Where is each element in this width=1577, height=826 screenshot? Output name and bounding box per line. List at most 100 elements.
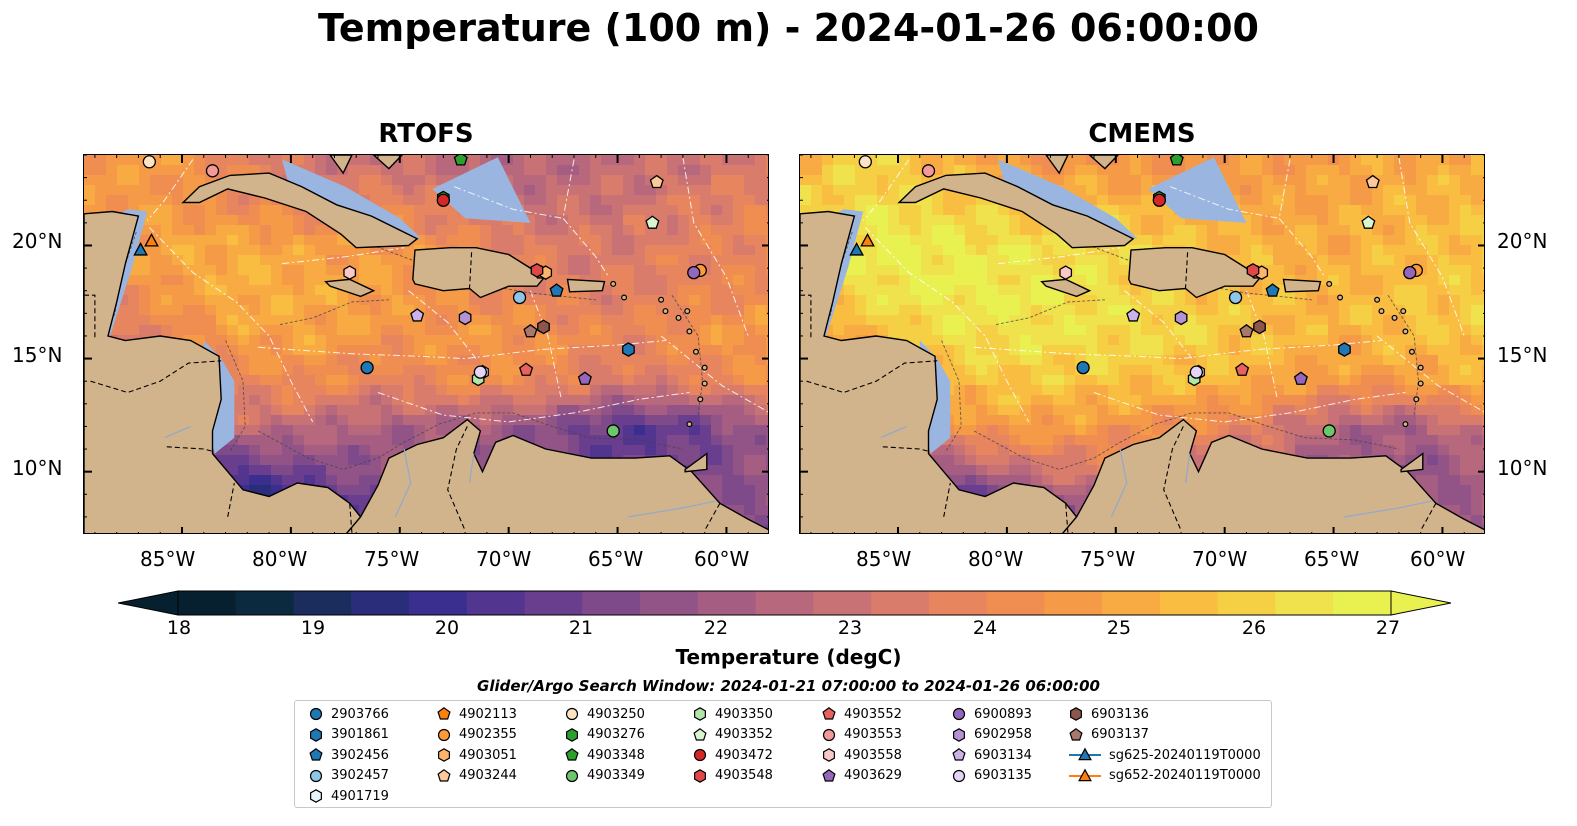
float-marker [622, 342, 635, 357]
float-marker [1322, 424, 1336, 438]
island [1326, 280, 1333, 287]
colorbar-tick: 21 [568, 617, 594, 639]
legend-label: 4903629 [844, 768, 902, 784]
island [692, 348, 699, 355]
legend-item: sg652-20240119T0000 [1067, 766, 1261, 786]
map-panel-cmems [799, 154, 1485, 534]
land-mass [329, 155, 353, 175]
legend-marker [823, 748, 835, 763]
lon-label-85w-rtofs: 85°W [140, 547, 196, 571]
legend-marker [309, 707, 323, 721]
legend-item: 4903352 [691, 725, 773, 745]
float-marker [512, 290, 527, 305]
country-border [1420, 503, 1437, 531]
float-marker [1239, 324, 1254, 338]
eez-boundary [1093, 392, 1406, 423]
eez-boundary [148, 227, 314, 423]
legend-item: 6903135 [950, 766, 1032, 786]
legend-label: 3902456 [331, 747, 389, 763]
colorbar-bin [409, 591, 468, 615]
colorbar-tick: 23 [837, 617, 863, 639]
legend-item: 6900893 [950, 704, 1032, 724]
colorbar-bin [1159, 591, 1219, 615]
eez-boundary [529, 290, 562, 398]
legend-marker [437, 707, 451, 720]
island [1417, 364, 1424, 371]
land-mass [1045, 155, 1069, 175]
land-mass [372, 155, 403, 170]
eez-boundary [408, 290, 477, 359]
land-mass [1088, 155, 1119, 170]
eez-boundary [562, 159, 610, 278]
lat-label-20n-left: 20°N [12, 229, 63, 253]
legend-label: 4903350 [715, 706, 773, 722]
lon-label-60w-rtofs: 60°W [694, 547, 750, 571]
colorbar-tick: 18 [166, 617, 192, 639]
legend-marker [309, 748, 323, 761]
legend-item: 4903276 [563, 725, 645, 745]
legend-marker [952, 748, 966, 761]
map-canvas-rtofs [84, 155, 768, 533]
colorbar-bin [1044, 591, 1103, 615]
river [164, 425, 191, 439]
island [675, 314, 682, 321]
legend-item: 4903244 [435, 766, 517, 786]
legend-label: 6903134 [974, 747, 1032, 763]
float-marker [142, 155, 156, 169]
island [621, 294, 628, 301]
legend-label: 4903349 [587, 768, 645, 784]
legend-item: 3901861 [307, 725, 389, 745]
legend-item: 4901719 [307, 786, 389, 806]
eez-boundary [1124, 290, 1193, 359]
float-marker [1126, 308, 1141, 322]
lat-label-10n-right: 10°N [1497, 456, 1548, 480]
legend-item: 4903548 [691, 766, 773, 786]
country-border [1163, 426, 1184, 531]
float-marker [645, 215, 660, 229]
country-border [704, 503, 721, 531]
legend-label: 4903250 [587, 706, 645, 722]
legend-label: 6903135 [974, 768, 1032, 784]
eez-boundary [454, 186, 564, 219]
legend-item: 4903558 [820, 745, 902, 765]
float-marker [519, 362, 534, 376]
colorbar-bin [871, 591, 930, 615]
legend-label: 4903051 [459, 747, 517, 763]
island [701, 380, 708, 387]
eez-boundary [1376, 335, 1484, 413]
float-marker [453, 155, 468, 166]
map-panel-rtofs [83, 154, 769, 534]
legend-item: 6902958 [950, 725, 1032, 745]
lon-label-75w-cmems: 75°W [1080, 547, 1136, 571]
legend-label: 4903352 [715, 727, 773, 743]
isobath-contour [257, 412, 683, 470]
legend-item: 4903553 [820, 725, 902, 745]
legend-label: 4902113 [459, 706, 517, 722]
island [1402, 421, 1409, 428]
shelf-area [282, 159, 422, 239]
panel-title-cmems: CMEMS [1088, 119, 1196, 149]
float-marker [1235, 362, 1250, 376]
float-marker [860, 232, 875, 247]
float-marker [410, 308, 425, 322]
lon-label-80w-cmems: 80°W [968, 547, 1024, 571]
legend-title: Glider/Argo Search Window: 2024-01-21 07… [477, 677, 1100, 695]
colorbar-tick: 26 [1241, 617, 1267, 639]
colorbar-extend-low [117, 590, 179, 616]
colorbar-bin [293, 591, 352, 615]
float-marker [1361, 215, 1376, 229]
land-mass [1040, 278, 1092, 298]
legend-label: 6900893 [974, 706, 1032, 722]
land-mass [1400, 452, 1424, 473]
float-marker [458, 310, 472, 326]
colorbar-gradient [117, 590, 1452, 616]
float-marker [1076, 360, 1090, 375]
float-marker [1338, 342, 1351, 357]
legend-marker [952, 707, 966, 721]
colorbar-bin [1275, 591, 1334, 615]
legend-item: 4903348 [563, 745, 645, 765]
legend: 2903766 3901861 3902456 3902457 4901719 49021… [294, 700, 1272, 808]
legend-item: 4903350 [691, 704, 773, 724]
legend-item: 3902457 [307, 766, 389, 786]
legend-marker [694, 707, 706, 721]
